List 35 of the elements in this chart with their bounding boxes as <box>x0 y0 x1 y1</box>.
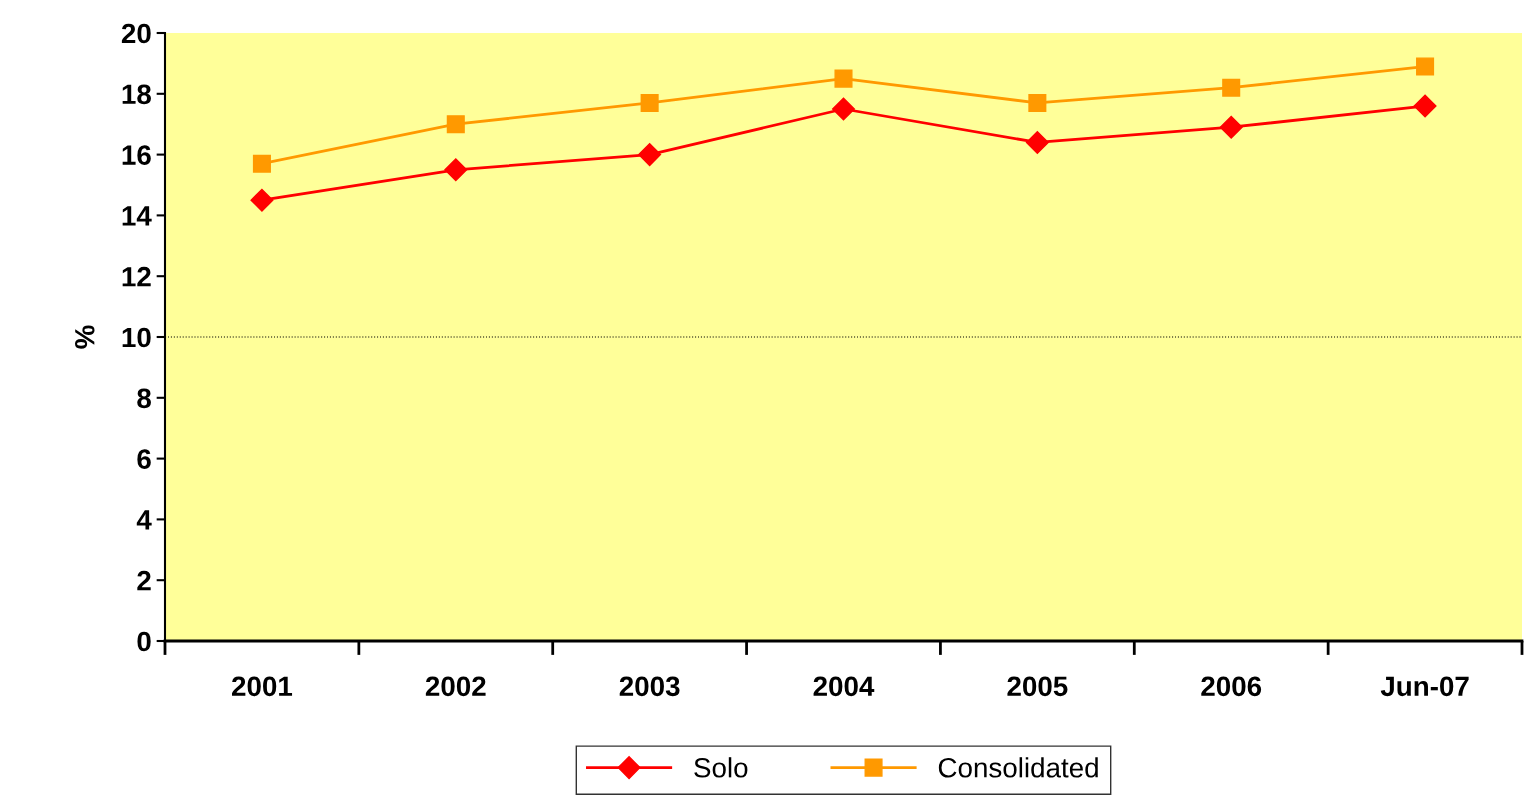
y-tick-label: 20 <box>121 23 151 44</box>
y-tick-label: 16 <box>122 145 151 165</box>
y-tick-label: 8 <box>137 388 151 409</box>
point <box>1222 78 1241 97</box>
point <box>1025 130 1049 154</box>
point <box>446 115 465 134</box>
point <box>638 143 662 167</box>
y-tick-label: 6 <box>137 449 151 469</box>
x-tick-label: 2005 <box>1007 676 1068 697</box>
y-tick-label: 14 <box>122 206 152 226</box>
legend-label: Consolidated <box>938 757 1098 778</box>
point <box>1219 115 1243 139</box>
y-tick-label: 10 <box>122 327 151 348</box>
point <box>1413 94 1437 118</box>
y-tick-label: 18 <box>122 84 151 105</box>
x-tick-label: 2001 <box>232 676 293 697</box>
x-tick-label: 2003 <box>619 676 680 697</box>
x-tick-label: 2006 <box>1201 676 1262 697</box>
point <box>640 93 659 112</box>
x-tick-label: Jun-07 <box>1380 676 1469 697</box>
x-tick-label: 2002 <box>425 676 486 697</box>
point <box>1028 93 1047 112</box>
point <box>250 188 274 212</box>
point <box>832 97 855 121</box>
legend-label: Solo <box>694 757 748 778</box>
x-tick-label: 2004 <box>813 676 875 697</box>
point <box>444 158 468 182</box>
y-tick-label: 4 <box>136 510 152 530</box>
point <box>834 69 853 88</box>
point <box>1416 57 1435 76</box>
y-tick-label: 0 <box>137 631 151 652</box>
point <box>252 154 271 173</box>
y-axis-title: % <box>74 325 95 349</box>
y-tick-label: 2 <box>137 570 151 591</box>
y-tick-label: 12 <box>122 266 151 287</box>
